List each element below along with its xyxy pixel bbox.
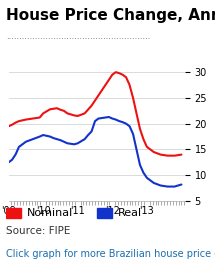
Text: Source: FIPE: Source: FIPE [6,226,71,236]
Text: House Price Change, Annual (%): House Price Change, Annual (%) [6,8,215,23]
FancyBboxPatch shape [6,208,21,218]
Text: Real: Real [118,209,142,218]
Text: Click graph for more Brazilian house price data: Click graph for more Brazilian house pri… [6,249,215,259]
Text: .......................................................: ........................................… [6,32,151,41]
FancyBboxPatch shape [97,208,112,218]
Text: Nominal: Nominal [27,209,73,218]
